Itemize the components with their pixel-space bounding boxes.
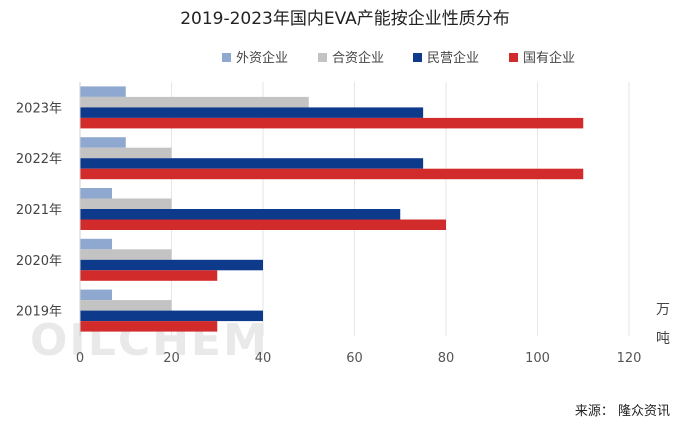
- bar: [80, 107, 424, 118]
- bar: [80, 289, 113, 301]
- legend: 外资企业 合资企业 民营企业 国有企业: [222, 50, 575, 66]
- bar: [80, 310, 263, 322]
- legend-swatch: [222, 53, 231, 62]
- y-axis: 2019年 2020年 2021年 2022年 2023年: [16, 82, 81, 336]
- legend-label: 合资企业: [332, 50, 384, 66]
- bar: [80, 321, 218, 332]
- bar: [80, 86, 126, 97]
- bar: [80, 168, 584, 180]
- bar: [80, 147, 172, 159]
- bar: [80, 249, 172, 260]
- y-category-label: 2023年: [16, 101, 62, 116]
- bar: [80, 198, 172, 209]
- legend-swatch: [413, 53, 422, 62]
- y-category-label: 2019年: [16, 305, 62, 320]
- source-note: 来源： 隆众资讯: [575, 404, 670, 419]
- legend-label: 民营企业: [427, 50, 479, 66]
- bars: [80, 86, 584, 332]
- bar: [80, 209, 401, 220]
- legend-swatch: [509, 53, 518, 62]
- bar: [80, 158, 424, 169]
- x-axis: 0 20 40 60 80 100 120: [76, 351, 642, 366]
- y-category-label: 2022年: [16, 152, 62, 167]
- bar: [80, 259, 263, 271]
- x-tick-label: 80: [438, 351, 455, 366]
- legend-swatch: [318, 53, 327, 62]
- x-tick-label: 0: [76, 351, 84, 366]
- legend-label: 国有企业: [523, 50, 575, 66]
- bar: [80, 300, 172, 311]
- legend-label: 外资企业: [236, 50, 288, 66]
- x-tick-label: 120: [617, 351, 642, 366]
- unit-label-line2: 吨: [656, 331, 670, 347]
- x-tick-label: 20: [163, 351, 180, 366]
- bar: [80, 96, 309, 108]
- y-category-label: 2020年: [16, 254, 62, 269]
- bar: [80, 188, 113, 199]
- x-tick-label: 100: [525, 351, 550, 366]
- bar: [80, 117, 584, 129]
- unit-label-line1: 万: [656, 302, 670, 318]
- x-tick-label: 40: [255, 351, 272, 366]
- y-category-label: 2021年: [16, 203, 62, 218]
- chart-title: 2019-2023年国内EVA产能按企业性质分布: [180, 9, 510, 29]
- bar: [80, 219, 446, 230]
- bar: [80, 238, 113, 250]
- bar: [80, 270, 218, 281]
- bar: [80, 137, 126, 148]
- x-tick-label: 60: [346, 351, 363, 366]
